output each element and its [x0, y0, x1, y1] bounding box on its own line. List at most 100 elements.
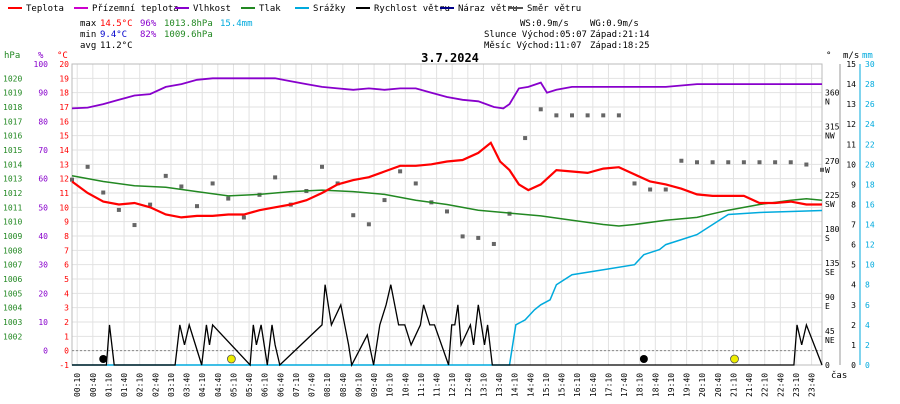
axis-tick-x: 03:40 [183, 373, 192, 397]
axis-tick-x: 01:40 [120, 373, 129, 397]
axis-tick-x: 03:10 [167, 373, 176, 397]
axis-tick-hpa: 1004 [3, 304, 22, 313]
axis-tick-mm: 26 [865, 100, 875, 109]
axis-tick-x: 04:40 [214, 373, 223, 397]
axis-unit-hpa: hPa [4, 51, 20, 61]
wind-direction-point [632, 181, 637, 186]
axis-tick-deg: 225 [825, 191, 840, 200]
axis-tick-mm: 30 [865, 60, 875, 69]
legend: Teplota Přízemní teplota Vlhkost Tlak Srážky… [8, 4, 581, 14]
wind-direction-point [195, 204, 199, 209]
wind-direction-point [413, 181, 418, 186]
axis-tick-x: 21:40 [745, 373, 754, 397]
axis-tick-x: 14:40 [526, 373, 535, 397]
axis-tick-x: 06:10 [261, 373, 270, 397]
wind-direction-point [460, 234, 465, 239]
wind-direction-point [616, 113, 621, 118]
axis-tick-c: 20 [59, 60, 69, 69]
axis-tick-mm: 28 [865, 80, 875, 89]
axis-tick-ms: 8 [851, 200, 856, 209]
axis-tick-deg: 90 [825, 293, 835, 302]
wind-direction-point [788, 160, 793, 165]
axis-tick-ms: 0 [851, 361, 856, 370]
axis-tick-dir: SW [825, 200, 835, 209]
legend-label: Teplota [26, 4, 64, 14]
axis-tick-c: -1 [59, 361, 69, 370]
axis-tick-c: 6 [64, 261, 69, 270]
axis-tick-x: 19:10 [667, 373, 676, 397]
stats-min-press: 1009.6hPa [164, 30, 213, 40]
legend-label: Vlhkost [193, 4, 231, 14]
axis-tick-x: 22:10 [761, 373, 770, 397]
axis-tick-mm: 10 [865, 261, 875, 270]
axis-tick-hpa: 1010 [3, 218, 22, 227]
sun-marker [730, 354, 739, 364]
axis-tick-pct: 0 [43, 347, 48, 356]
stats-max-temp: 14.5°C [100, 19, 133, 29]
axis-tick-ms: 15 [846, 60, 856, 69]
axis-tick-x: 06:40 [276, 373, 285, 397]
axis-tick-x: 00:40 [89, 373, 98, 397]
axis-tick-x: 16:40 [589, 373, 598, 397]
axis-tick-mm: 24 [865, 120, 875, 129]
wind-direction-point [491, 241, 496, 246]
axis-tick-x: 19:40 [683, 373, 692, 397]
axis-tick-hpa: 1017 [3, 117, 22, 126]
axis-tick-hpa: 1016 [3, 132, 22, 141]
info-wg: WG:0.9m/s [590, 19, 639, 29]
stats-panel: max 14.5°C 96% 1013.8hPa 15.4mm min 9.4°… [80, 19, 253, 51]
legend-label: Přízemní teplota [92, 4, 179, 14]
axis-tick-x: 13:10 [479, 373, 488, 397]
axis-tick-hpa: 1019 [3, 89, 22, 98]
axis-tick-hpa: 1018 [3, 103, 22, 112]
info-slunce-zapad: Západ:21:14 [590, 30, 650, 40]
axis-tick-c: 11 [59, 189, 69, 198]
axis-tick-hpa: 1020 [3, 74, 22, 83]
wind-direction-point [101, 190, 106, 195]
wind-direction-point [648, 187, 653, 192]
axis-tick-mm: 22 [865, 140, 875, 149]
axis-tick-x: 07:40 [308, 373, 317, 397]
axis-tick-ms: 1 [851, 341, 856, 350]
axis-tick-pct: 10 [38, 318, 48, 327]
axis-tick-x: 14:10 [511, 373, 520, 397]
axis-tick-x: 09:10 [354, 373, 363, 397]
axis-tick-hpa: 1002 [3, 332, 22, 341]
axis-tick-x: 23:10 [792, 373, 801, 397]
wind-direction-point [320, 164, 324, 169]
axis-tick-pct: 50 [38, 203, 48, 212]
axis-tick-x: 05:10 [229, 373, 238, 397]
axis-tick-ms: 14 [846, 80, 856, 89]
axis-tick-ms: 9 [851, 180, 856, 189]
stats-min-hum: 82% [140, 30, 157, 40]
axis-tick-c: 3 [64, 304, 69, 313]
axis-tick-mm: 12 [865, 241, 875, 250]
axis-tick-dir: S [825, 234, 830, 243]
info-panel: WS:0.9m/s WG:0.9m/s Slunce Východ:05:07 … [484, 19, 650, 51]
axis-tick-deg: 180 [825, 225, 840, 234]
wind-direction-point [804, 162, 809, 167]
axis-tick-hpa: 1003 [3, 318, 22, 327]
axis-unit-ms: m/s [843, 51, 859, 61]
axis-tick-x: 10:10 [386, 373, 395, 397]
pressure-line [71, 175, 823, 227]
axis-tick-ms: 12 [846, 120, 856, 129]
axis-tick-x: 13:40 [495, 373, 504, 397]
axis-tick-c: 9 [64, 218, 69, 227]
axis-tick-x: 11:40 [433, 373, 442, 397]
axis-tick-pct: 70 [38, 146, 48, 155]
wind-direction-point [741, 160, 746, 165]
axis-tick-x: 09:40 [370, 373, 379, 397]
axis-tick-hpa: 1009 [3, 232, 22, 241]
axis-tick-dir: NE [825, 336, 835, 345]
axis-tick-pct: 40 [38, 232, 48, 241]
chart-title: 3.7.2024 [421, 51, 479, 65]
temperature-line [71, 141, 822, 219]
axis-tick-mm: 6 [865, 301, 870, 310]
axis-tick-dir: SE [825, 268, 835, 277]
wind-direction-point [366, 222, 371, 227]
axis-unit-mm: mm [862, 51, 873, 61]
wind-direction-point [382, 198, 387, 203]
wind-direction-point [773, 160, 778, 165]
